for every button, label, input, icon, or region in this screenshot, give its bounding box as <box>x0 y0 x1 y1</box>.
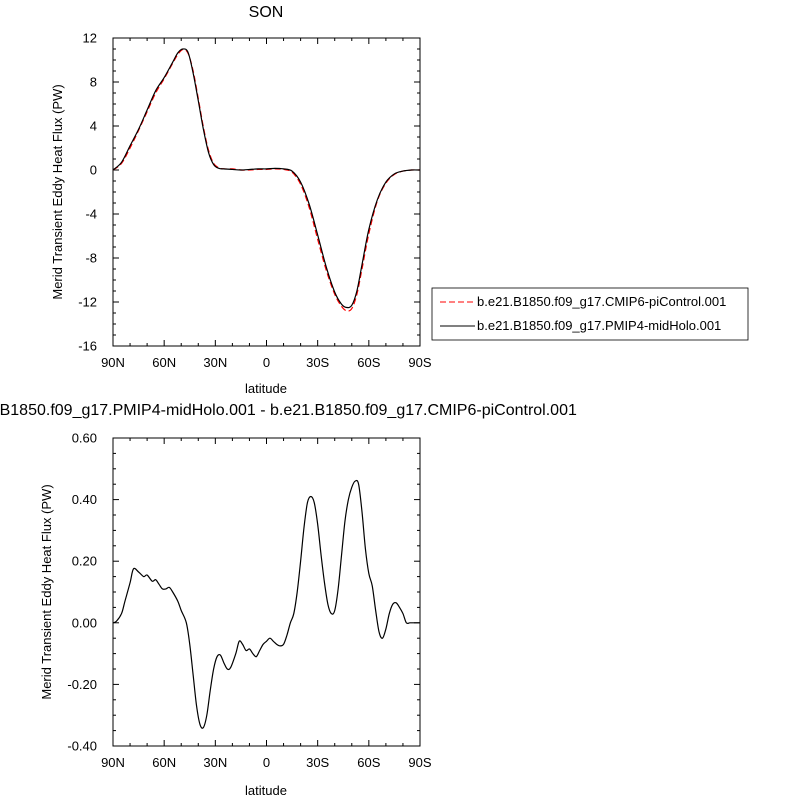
x-tick-label: 60S <box>357 755 380 770</box>
x-tick-label: 0 <box>263 355 270 370</box>
bottom-chart-title: b.e21.B1850.f09_g17.PMIP4-midHolo.001 - … <box>0 402 577 419</box>
y-tick-label: 4 <box>90 119 97 134</box>
top-line-chart: SON 90N 60N 30N 0 30S 60S 90S 12840-4-8-12-16 … <box>50 4 749 396</box>
top-chart-frame <box>112 37 421 347</box>
x-tick-label: 30S <box>306 355 329 370</box>
y-tick-label: 8 <box>90 75 97 90</box>
y-tick-label: -8 <box>85 251 97 266</box>
bottom-chart-ticks <box>112 437 421 747</box>
x-tick-label: 30S <box>306 755 329 770</box>
y-tick-label: 0.00 <box>72 615 97 630</box>
x-tick-label: 90N <box>101 755 125 770</box>
bottom-chart-y-tick-labels: 0.60 0.40 0.20 0.00 -0.20 -0.40 <box>67 431 97 754</box>
y-tick-label: 12 <box>83 31 97 46</box>
x-tick-label: 30N <box>203 755 227 770</box>
top-chart-x-axis-label: latitude <box>245 381 287 396</box>
x-tick-label: 60S <box>357 355 380 370</box>
x-tick-label: 90S <box>408 355 431 370</box>
bottom-line-chart: b.e21.B1850.f09_g17.PMIP4-midHolo.001 - … <box>0 402 577 798</box>
top-chart-y-axis-label: Merid Transient Eddy Heat Flux (PW) <box>50 84 65 299</box>
legend-label-picontrol: b.e21.B1850.f09_g17.CMIP6-piControl.001 <box>477 294 726 309</box>
y-tick-label: 0.20 <box>72 554 97 569</box>
x-tick-label: 90S <box>408 755 431 770</box>
y-tick-label: -4 <box>85 207 97 222</box>
top-chart-series <box>112 48 421 312</box>
top-chart-title: SON <box>249 4 284 21</box>
bottom-chart-x-tick-labels: 90N 60N 30N 0 30S 60S 90S <box>101 755 432 770</box>
x-tick-label: 0 <box>263 755 270 770</box>
bottom-chart-x-axis-label: latitude <box>245 783 287 798</box>
bottom-chart-frame <box>112 437 421 747</box>
series-line-0 <box>112 479 420 729</box>
y-tick-label: -12 <box>78 295 97 310</box>
y-tick-label: -0.40 <box>67 739 97 754</box>
x-tick-label: 90N <box>101 355 125 370</box>
top-chart-y-tick-labels: 12 8 4 0 -4 -8 -12 -16 <box>78 31 97 354</box>
legend-label-midholo: b.e21.B1850.f09_g17.PMIP4-midHolo.001 <box>477 318 721 333</box>
series-line-1 <box>112 48 421 309</box>
y-tick-label: -0.20 <box>67 677 97 692</box>
bottom-chart-series <box>112 479 420 729</box>
x-tick-label: 60N <box>152 355 176 370</box>
top-chart-x-tick-labels: 90N 60N 30N 0 30S 60S 90S <box>101 355 432 370</box>
series-line-0 <box>112 48 421 312</box>
y-tick-label: 0 <box>90 163 97 178</box>
x-tick-label: 30N <box>203 355 227 370</box>
y-tick-label: 0.60 <box>72 431 97 446</box>
legend-box <box>431 287 749 341</box>
y-tick-label: -16 <box>78 339 97 354</box>
top-chart-legend: b.e21.B1850.f09_g17.CMIP6-piControl.001 … <box>431 287 749 341</box>
bottom-chart-y-axis-label: Merid Transient Eddy Heat Flux (PW) <box>39 484 54 699</box>
y-tick-label: 0.40 <box>72 492 97 507</box>
x-tick-label: 60N <box>152 755 176 770</box>
